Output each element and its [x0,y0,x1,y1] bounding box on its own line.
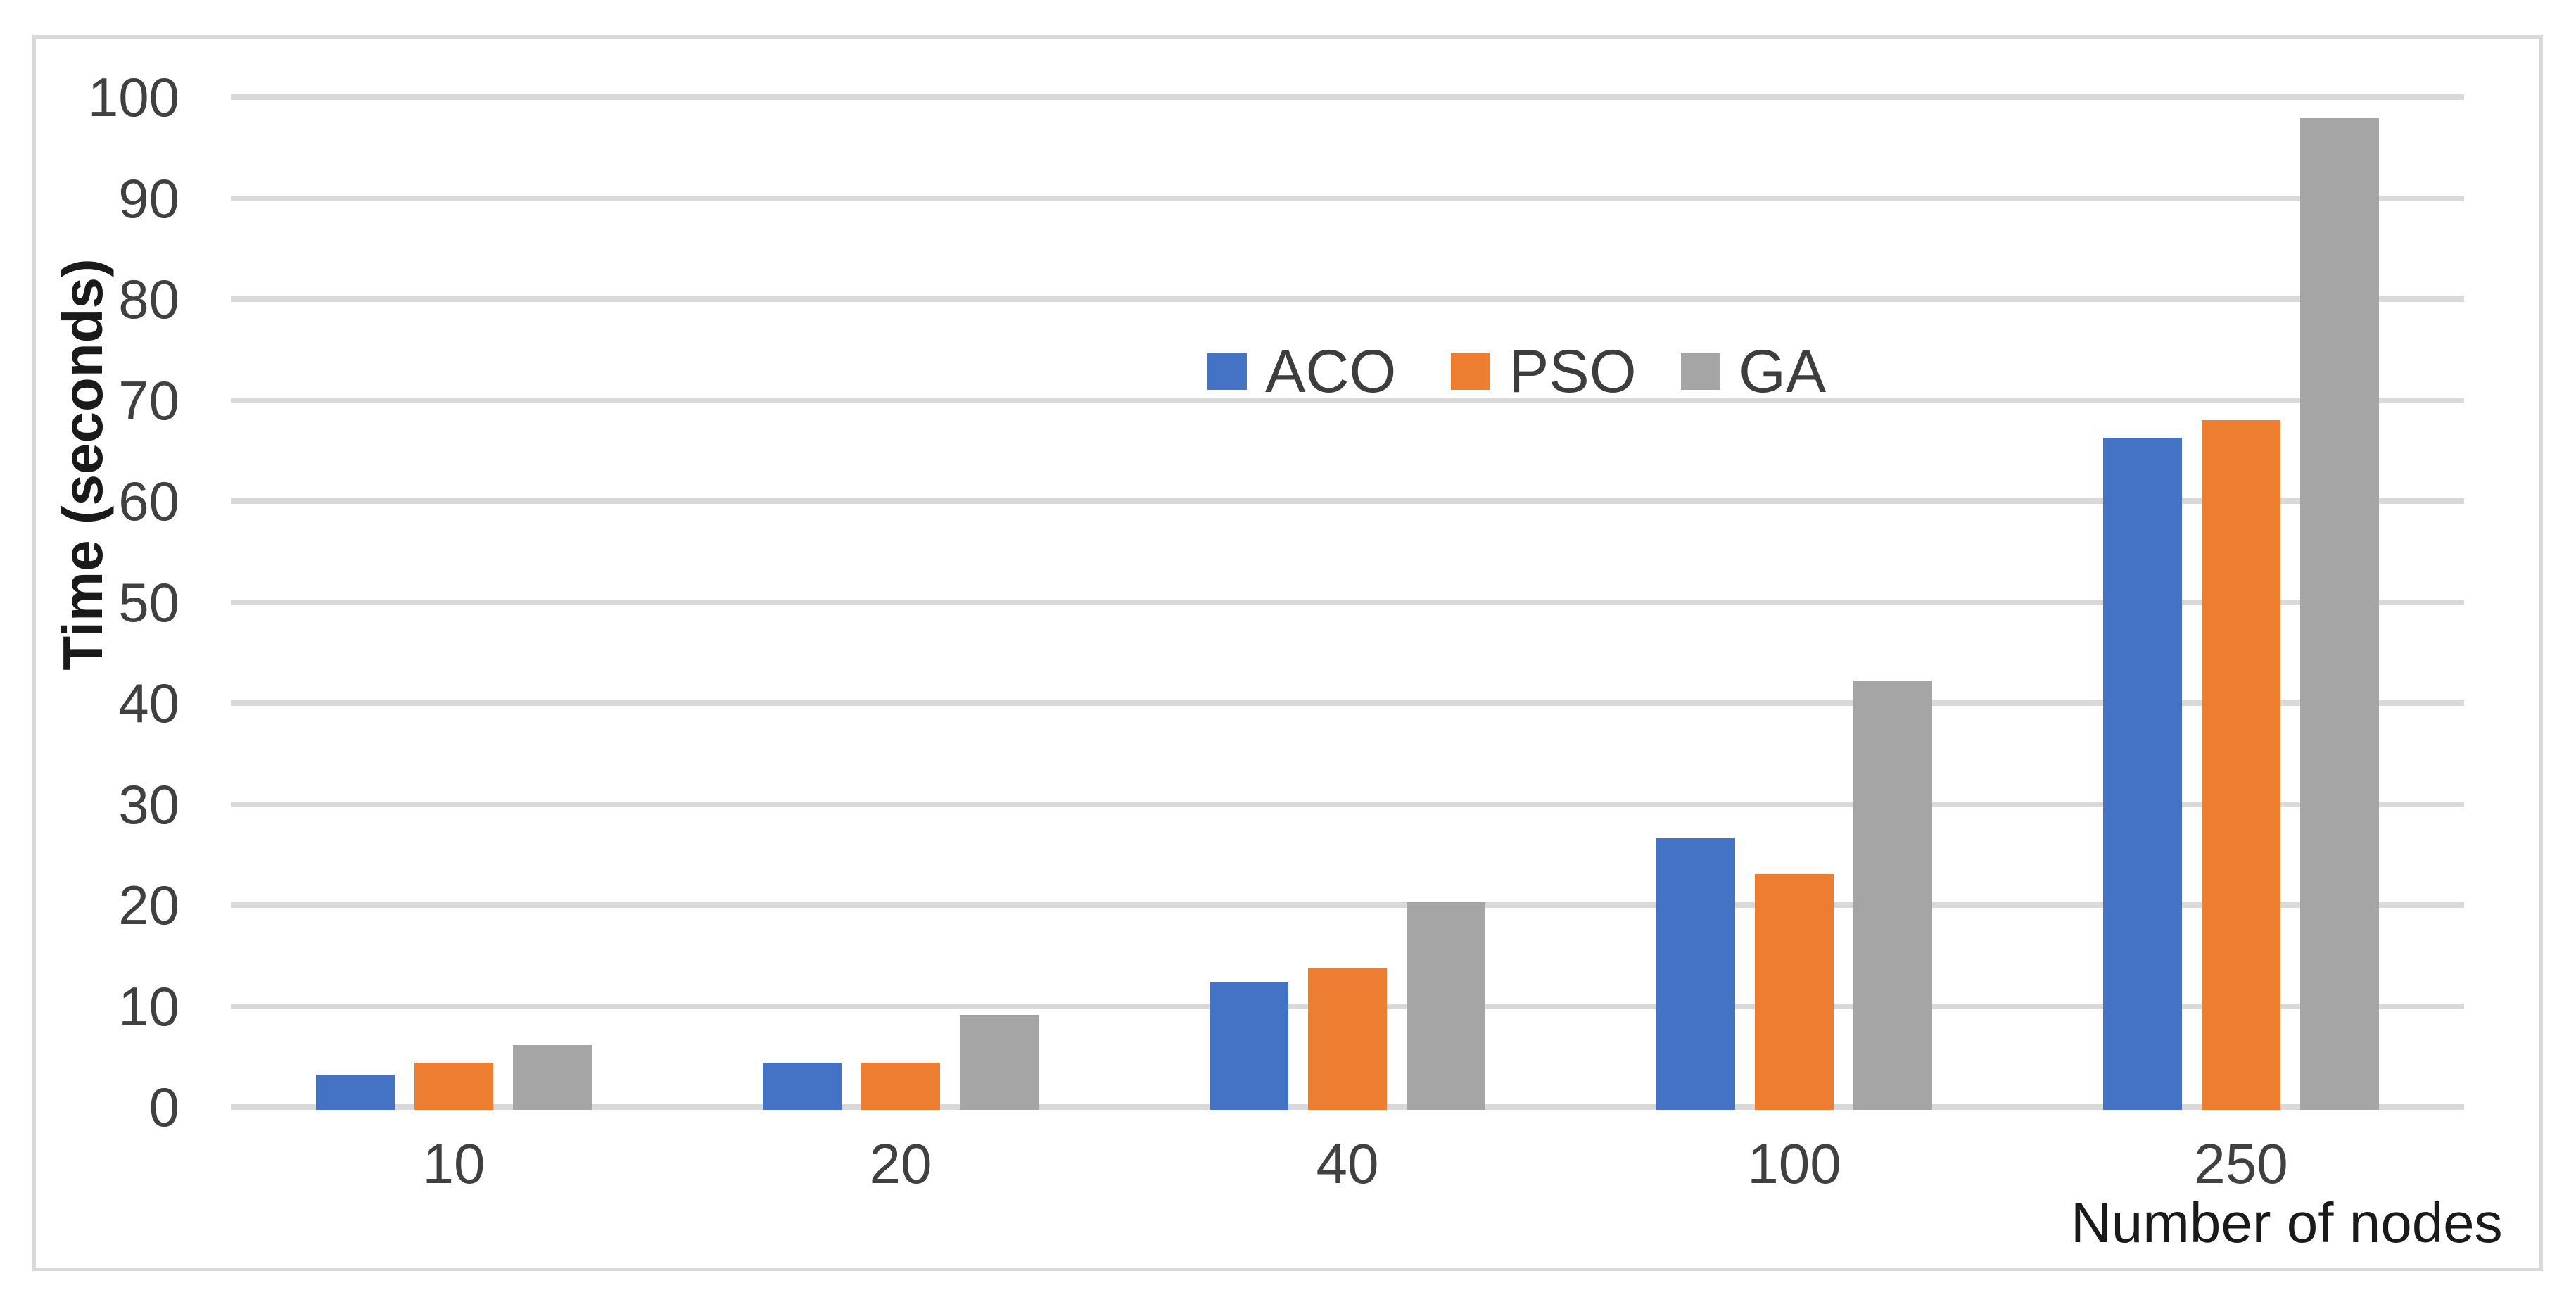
ga-bar-nodes-10 [513,1045,592,1110]
aco-bar-nodes-250 [2103,437,2182,1110]
aco-bar-nodes-20 [763,1062,842,1110]
pso-legend-swatch-icon [1451,353,1490,390]
y-tick-label-0: 0 [148,1076,179,1138]
legend-item-ga: GA [1681,336,1826,407]
gridline-90 [231,195,2464,201]
legend-item-aco: ACO [1207,336,1396,407]
ga-legend-swatch-icon [1681,353,1720,390]
y-axis-title: Time (seconds) [51,258,114,671]
y-tick-label-80: 80 [118,268,179,330]
gridline-40 [231,700,2464,706]
pso-bar-nodes-100 [1755,873,1834,1110]
gridline-80 [231,296,2464,302]
aco-legend-label: ACO [1265,338,1397,405]
y-tick-label-10: 10 [118,975,179,1037]
ga-legend-label: GA [1739,338,1827,405]
pso-bar-nodes-20 [861,1062,940,1110]
ga-bar-nodes-20 [960,1015,1039,1110]
ga-bar-nodes-250 [2300,117,2379,1110]
gridline-60 [231,498,2464,504]
aco-legend-swatch-icon [1207,353,1247,390]
gridline-50 [231,599,2464,605]
y-tick-label-30: 30 [118,773,179,835]
pso-bar-nodes-250 [2202,420,2280,1110]
legend-item-pso: PSO [1451,336,1637,407]
aco-bar-nodes-10 [316,1075,395,1110]
aco-bar-nodes-40 [1210,982,1288,1110]
y-tick-label-100: 100 [87,66,179,128]
x-tick-label-20: 20 [869,1132,932,1195]
y-tick-label-20: 20 [118,874,179,936]
aco-bar-nodes-100 [1656,838,1735,1110]
y-tick-label-40: 40 [118,672,179,734]
pso-bar-nodes-10 [414,1062,493,1110]
gridline-30 [231,801,2464,807]
pso-bar-nodes-40 [1308,968,1387,1110]
pso-legend-label: PSO [1509,338,1637,405]
x-tick-label-100: 100 [1747,1132,1841,1195]
y-tick-label-90: 90 [118,167,179,229]
gridline-100 [231,94,2464,100]
ga-bar-nodes-40 [1407,902,1485,1110]
y-tick-label-60: 60 [118,470,179,532]
y-tick-label-50: 50 [118,571,179,633]
gridline-20 [231,902,2464,908]
gridline-70 [231,397,2464,403]
x-tick-label-40: 40 [1316,1132,1379,1195]
ga-bar-nodes-100 [1853,681,1932,1110]
y-tick-label-70: 70 [118,369,179,431]
x-tick-label-250: 250 [2194,1132,2288,1195]
x-tick-label-10: 10 [422,1132,486,1195]
x-axis-title: Number of nodes [2071,1192,2503,1254]
